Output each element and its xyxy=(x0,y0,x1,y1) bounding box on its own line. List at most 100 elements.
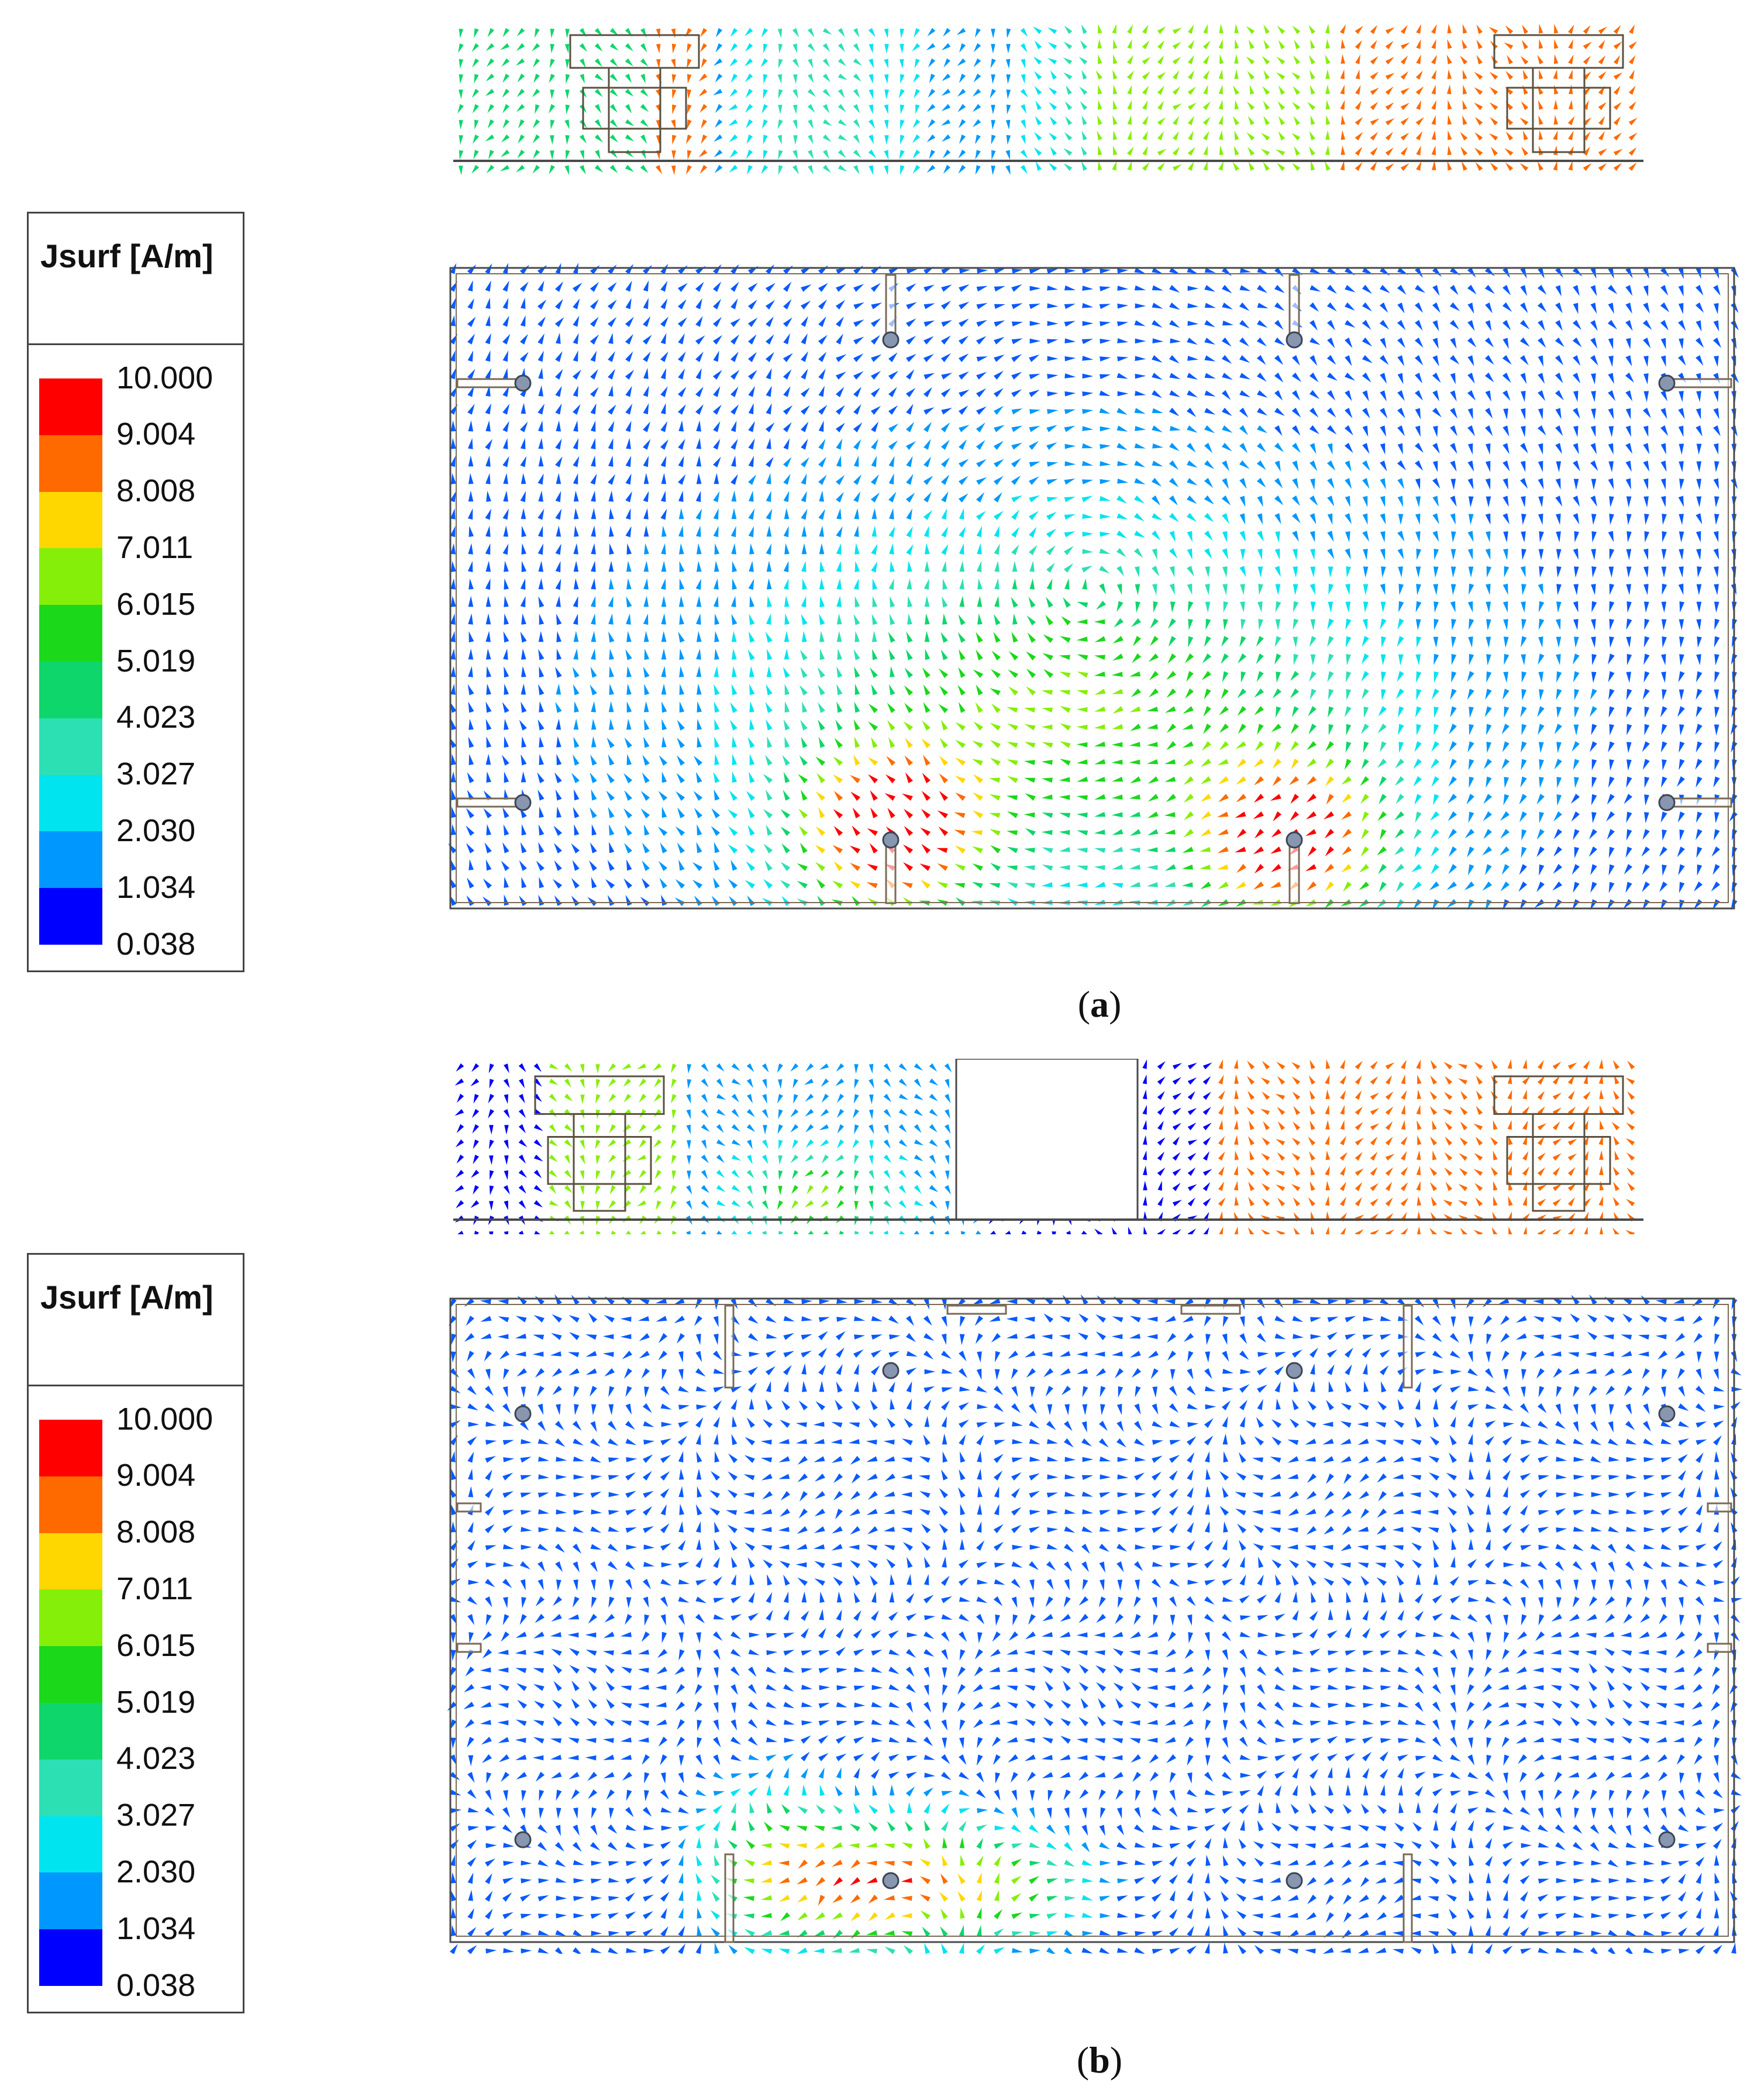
side-view-vector-field xyxy=(453,1059,1643,1234)
caption-letter: b xyxy=(1089,2039,1110,2081)
top-view-current-plot xyxy=(444,262,1746,920)
legend-value: 0.038 xyxy=(116,1968,196,2003)
feed-line xyxy=(1672,378,1732,388)
feed-line xyxy=(1672,797,1732,808)
feed-line xyxy=(1402,1853,1413,1943)
feed-line xyxy=(456,378,517,388)
legend-value: 2.030 xyxy=(116,1854,196,1889)
antenna-element xyxy=(1493,1075,1624,1212)
legend-color-swatches xyxy=(39,1420,102,1986)
feed-via xyxy=(1658,794,1676,811)
legend-swatch xyxy=(39,378,102,435)
panel-caption: (a) xyxy=(1077,983,1122,1025)
feed-via xyxy=(882,331,900,349)
legend-value: 2.030 xyxy=(116,813,196,848)
legend-value: 8.008 xyxy=(116,1514,196,1550)
legend-title: Jsurf [A/m] xyxy=(29,1255,243,1386)
legend-value: 3.027 xyxy=(116,1798,196,1833)
feed-line xyxy=(724,1853,735,1943)
legend-swatch xyxy=(39,548,102,605)
feed-via xyxy=(1658,1831,1676,1848)
side-view-vector-field xyxy=(453,23,1643,175)
feed-line xyxy=(1707,1643,1732,1653)
board-outline xyxy=(449,267,1735,910)
colorbar-legend: Jsurf [A/m] 10.000 9.004 8.008 7.011 6.0… xyxy=(27,1253,244,2013)
feed-line xyxy=(724,1304,735,1389)
feed-via xyxy=(514,1405,532,1423)
legend-swatch xyxy=(39,774,102,832)
feed-via xyxy=(1286,331,1303,349)
legend-value: 6.015 xyxy=(116,1628,196,1663)
legend-swatch xyxy=(39,831,102,889)
caption-letter: a xyxy=(1090,983,1109,1025)
current-arrows xyxy=(457,23,1638,175)
legend-swatch xyxy=(39,435,102,492)
feed-via xyxy=(882,831,900,849)
legend-swatch xyxy=(39,1703,102,1760)
feed-via xyxy=(1286,1362,1303,1379)
feed-via xyxy=(1286,1872,1303,1889)
feed-line xyxy=(456,1502,482,1513)
feed-via xyxy=(1658,1405,1676,1423)
feed-line xyxy=(456,1643,482,1653)
feed-line xyxy=(1180,1304,1241,1315)
legend-swatch xyxy=(39,1872,102,1930)
legend-value: 4.023 xyxy=(116,700,196,735)
legend-color-swatches xyxy=(39,378,102,945)
panel-caption: (b) xyxy=(1076,2039,1123,2081)
feed-line xyxy=(1402,1304,1413,1389)
legend-value: 0.038 xyxy=(116,927,196,962)
legend-swatch xyxy=(39,1646,102,1703)
legend-title: Jsurf [A/m] xyxy=(29,214,243,345)
feed-line xyxy=(885,844,897,904)
feed-via xyxy=(514,1831,532,1848)
legend-value: 5.019 xyxy=(116,643,196,679)
legend-value: 5.019 xyxy=(116,1685,196,1720)
board-outline xyxy=(449,1297,1735,1943)
side-view-current-plot xyxy=(453,23,1643,178)
feed-via xyxy=(1658,374,1676,392)
top-view-vector-field xyxy=(447,1294,1743,1954)
feed-line xyxy=(885,274,897,335)
feed-line xyxy=(1707,1502,1732,1513)
legend-value: 10.000 xyxy=(116,1402,213,1437)
legend-value: 9.004 xyxy=(116,1458,196,1493)
current-arrows xyxy=(448,263,1739,911)
legend-swatch xyxy=(39,1759,102,1816)
legend-swatch xyxy=(39,1476,102,1533)
figure-panel-b: Jsurf [A/m] 10.000 9.004 8.008 7.011 6.0… xyxy=(0,1050,1761,2100)
legend-value: 6.015 xyxy=(116,587,196,622)
feed-via xyxy=(1286,831,1303,849)
current-arrows xyxy=(447,1294,1743,1954)
legend-swatch xyxy=(39,1816,102,1873)
legend-swatch xyxy=(39,662,102,718)
side-view-current-plot xyxy=(453,1059,1643,1234)
legend-value: 7.011 xyxy=(116,530,194,565)
legend-value: 1.034 xyxy=(116,1911,196,1946)
feed-line xyxy=(946,1304,1007,1315)
legend-value: 3.027 xyxy=(116,756,196,791)
legend-value: 7.011 xyxy=(116,1571,194,1606)
feed-line xyxy=(456,797,517,808)
feed-line xyxy=(1288,844,1300,904)
feed-via xyxy=(514,794,532,811)
legend-swatch xyxy=(39,491,102,549)
legend-swatch xyxy=(39,1533,102,1590)
antenna-element xyxy=(569,34,700,153)
colorbar-legend: Jsurf [A/m] 10.000 9.004 8.008 7.011 6.0… xyxy=(27,212,244,972)
legend-swatch xyxy=(39,1929,102,1986)
figure-panel-a: Jsurf [A/m] 10.000 9.004 8.008 7.011 6.0… xyxy=(27,23,1746,1025)
feed-via xyxy=(882,1362,900,1379)
legend-swatch xyxy=(39,605,102,662)
legend-value: 8.008 xyxy=(116,473,196,508)
feed-via xyxy=(882,1872,900,1889)
top-view-vector-field xyxy=(448,263,1739,911)
antenna-element xyxy=(534,1075,665,1212)
legend-value: 4.023 xyxy=(116,1741,196,1776)
legend-value: 1.034 xyxy=(116,870,196,905)
legend-swatch xyxy=(39,1420,102,1476)
antenna-element xyxy=(1493,34,1624,153)
feed-via xyxy=(514,374,532,392)
legend-swatch xyxy=(39,888,102,945)
legend-swatch xyxy=(39,718,102,775)
